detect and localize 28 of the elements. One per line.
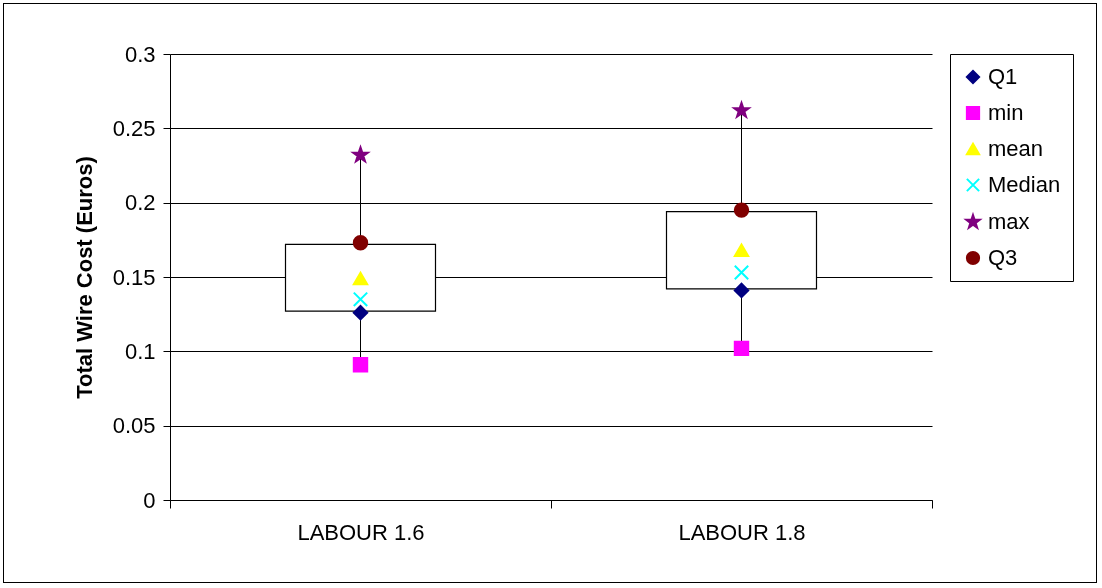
point <box>733 340 750 357</box>
y-tick-label: 0.1 <box>124 338 156 364</box>
y-tick-label: 0.05 <box>112 413 156 439</box>
point <box>733 243 750 258</box>
legend-label: min <box>988 100 1024 125</box>
point <box>352 357 369 373</box>
y-tick-label: 0 <box>143 487 156 513</box>
legend-label: Q1 <box>988 64 1018 89</box>
legend-label: Q3 <box>988 245 1018 270</box>
point <box>352 271 369 286</box>
y-tick-label: 0.15 <box>112 264 156 290</box>
legend-label: mean <box>988 136 1044 161</box>
point <box>352 291 369 308</box>
x-tick-label: LABOUR 1.6 <box>297 519 425 545</box>
y-tick-label: 0.3 <box>124 41 156 67</box>
point <box>352 304 369 321</box>
y-tick-label: 0.2 <box>124 190 156 216</box>
point <box>733 282 750 299</box>
y-axis-title: Total Wire Cost (Euros) <box>71 156 97 399</box>
y-tick-label: 0.25 <box>112 115 156 141</box>
point <box>733 101 750 118</box>
legend-label: Median <box>988 172 1061 197</box>
point <box>733 202 750 218</box>
legend-label: max <box>988 209 1030 234</box>
point <box>733 264 750 281</box>
point <box>352 146 369 163</box>
point <box>352 235 369 251</box>
x-tick-label: LABOUR 1.8 <box>678 519 806 545</box>
